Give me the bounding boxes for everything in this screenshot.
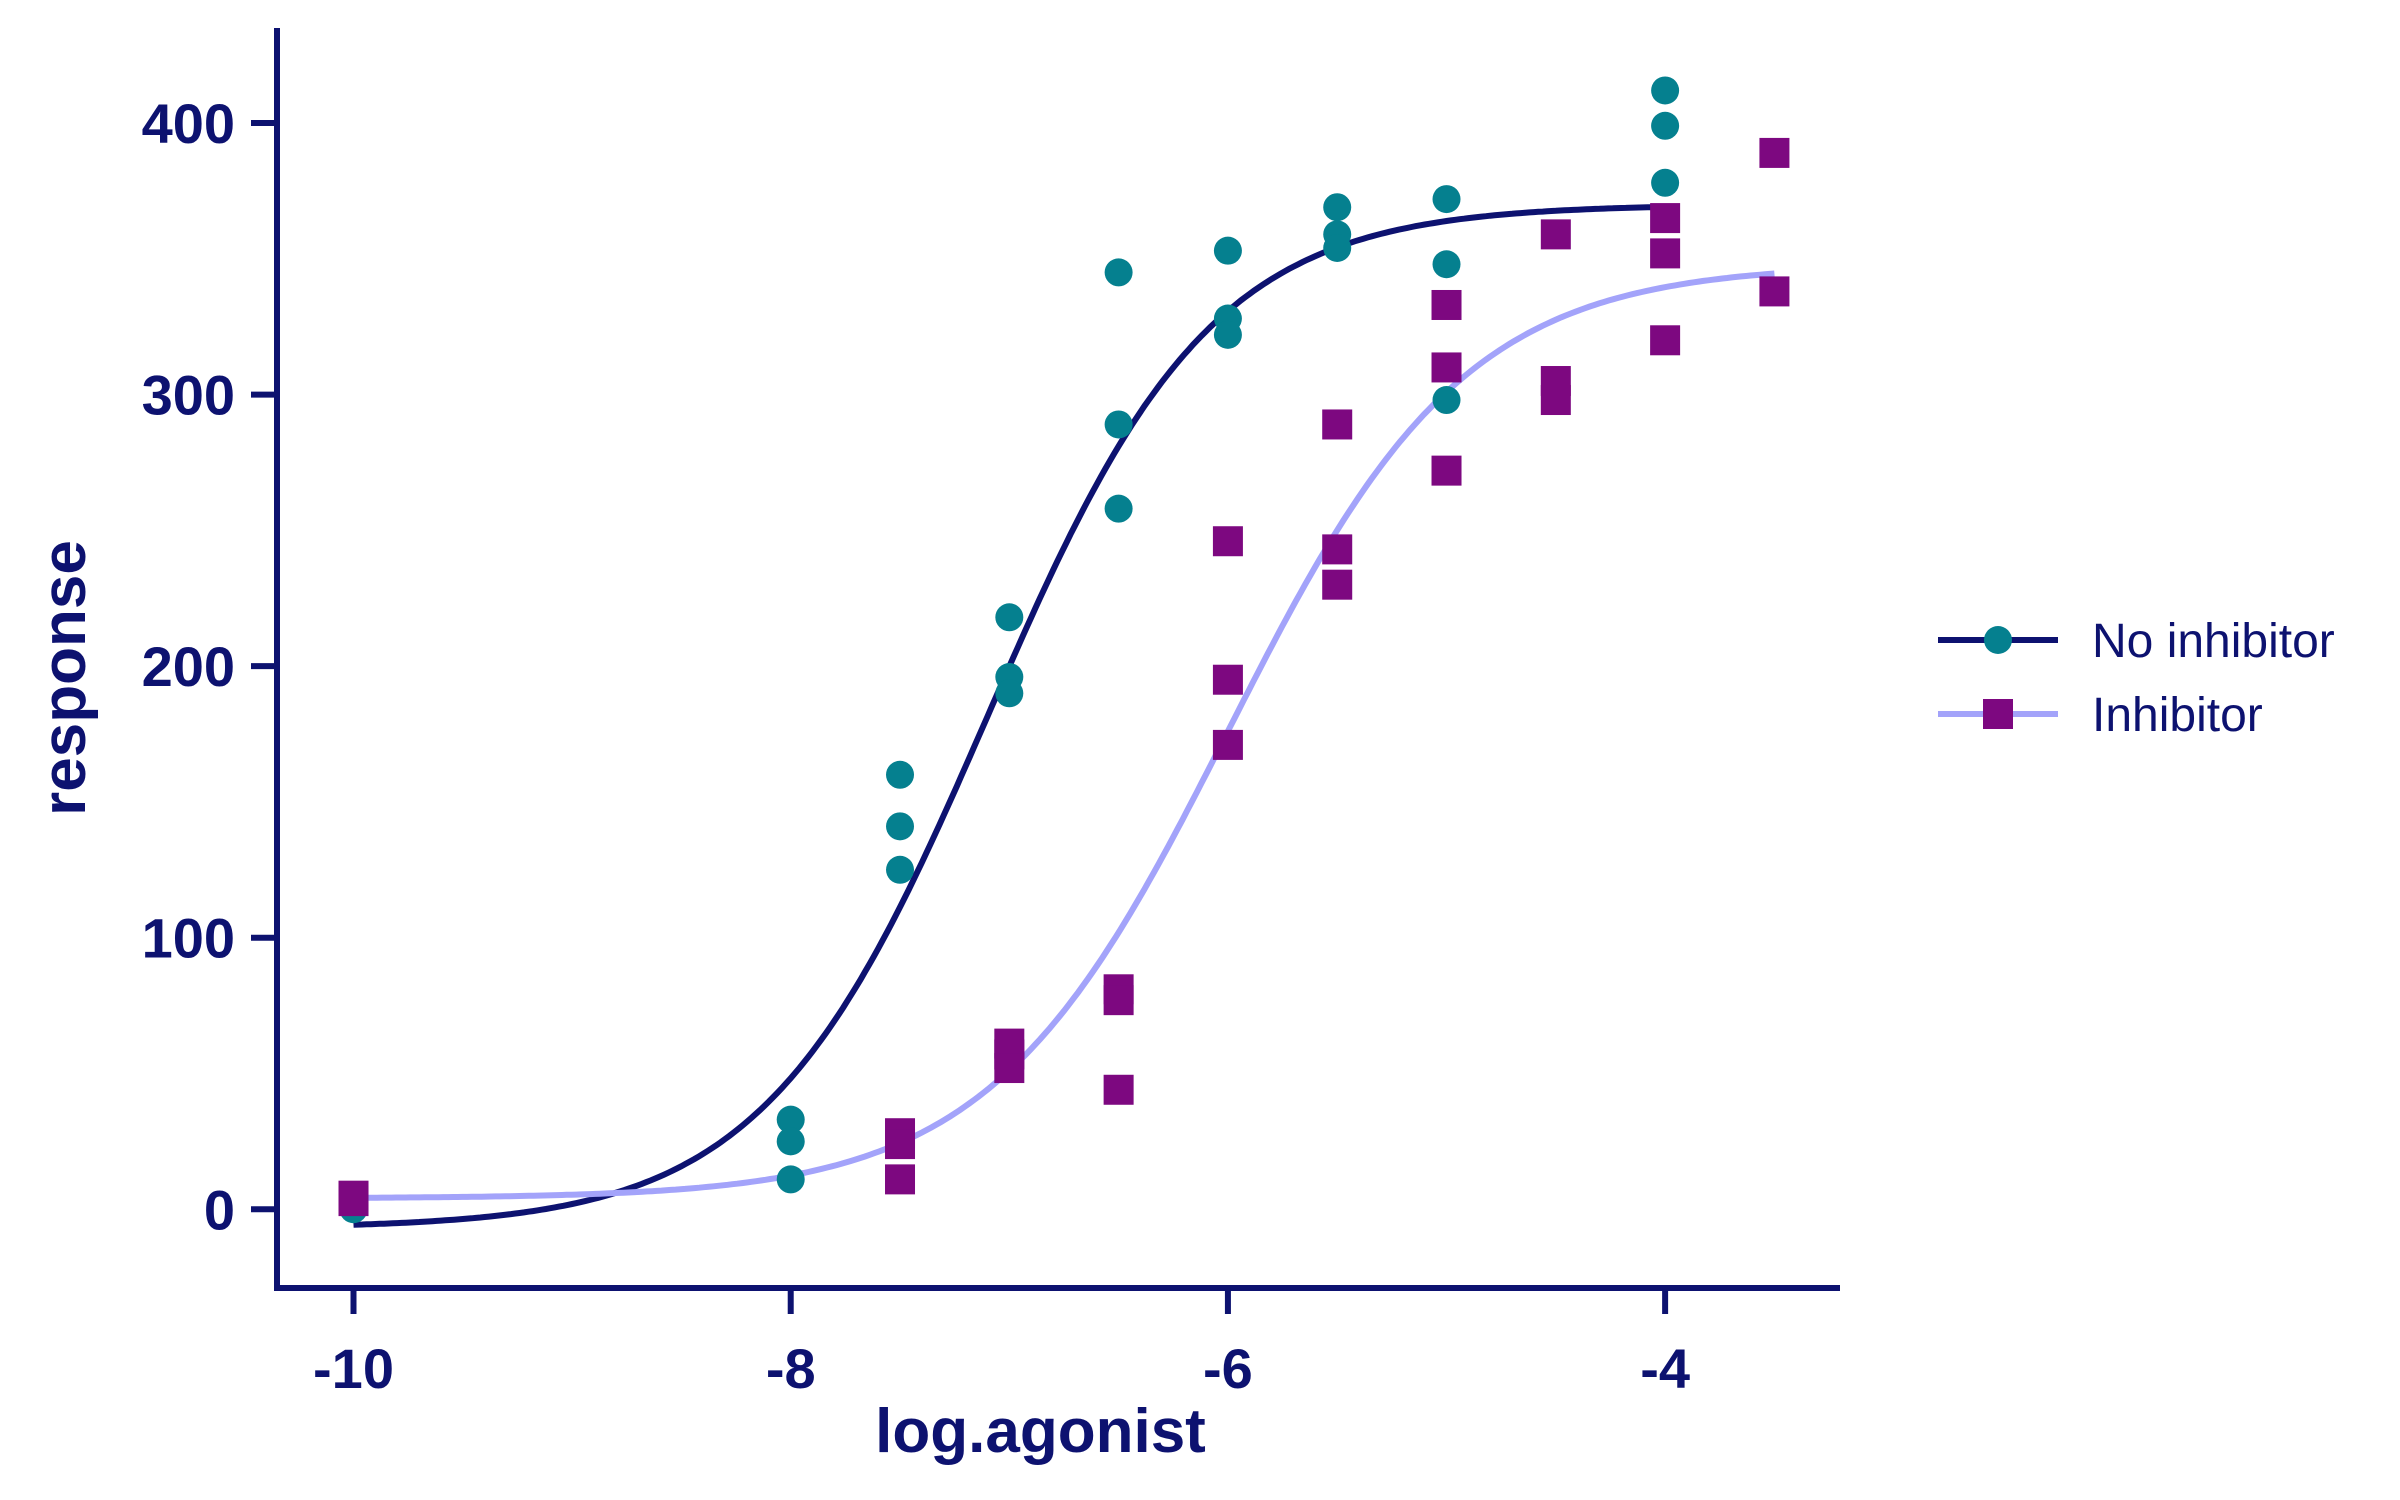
y-tick-label: 300 bbox=[142, 364, 235, 427]
data-point bbox=[885, 1129, 916, 1160]
data-point bbox=[994, 1053, 1025, 1084]
y-axis-title: response bbox=[30, 540, 99, 816]
data-point bbox=[1322, 534, 1353, 565]
data-point bbox=[1103, 1074, 1134, 1105]
data-point bbox=[1431, 352, 1462, 383]
data-point bbox=[1213, 320, 1242, 349]
data-point bbox=[1759, 276, 1790, 307]
data-point bbox=[1212, 526, 1243, 557]
legend-marker bbox=[1983, 699, 2013, 729]
data-point bbox=[1323, 233, 1352, 262]
data-point bbox=[995, 679, 1024, 708]
y-tick-label: 400 bbox=[142, 92, 235, 155]
data-points bbox=[338, 76, 1790, 1224]
y-tick-label: 100 bbox=[142, 907, 235, 970]
data-point bbox=[1103, 985, 1134, 1016]
data-point bbox=[1104, 494, 1133, 523]
y-tick-label: 200 bbox=[142, 635, 235, 698]
data-point bbox=[338, 1186, 369, 1217]
fit-curve-inhibitor bbox=[353, 270, 1775, 1201]
data-point bbox=[1540, 219, 1571, 250]
data-point bbox=[1651, 76, 1680, 105]
fit-curves bbox=[353, 203, 1775, 1228]
legend-label: No inhibitor bbox=[2092, 615, 2335, 668]
data-point bbox=[1104, 258, 1133, 287]
data-point bbox=[1212, 664, 1243, 695]
data-point bbox=[886, 855, 915, 884]
x-tick-label: -4 bbox=[1640, 1337, 1690, 1400]
data-point bbox=[1651, 168, 1680, 197]
data-point bbox=[886, 760, 915, 789]
legend: No inhibitor Inhibitor bbox=[1938, 615, 2335, 742]
y-tick-label: 0 bbox=[204, 1178, 235, 1241]
data-point bbox=[1431, 455, 1462, 486]
y-ticks: 0 100 200 300 400 bbox=[142, 92, 277, 1241]
data-point bbox=[1323, 193, 1352, 222]
x-tick-label: -10 bbox=[313, 1337, 394, 1400]
data-point bbox=[776, 1127, 805, 1156]
data-point bbox=[1650, 325, 1681, 356]
x-tick-label: -6 bbox=[1203, 1337, 1253, 1400]
data-point bbox=[886, 812, 915, 841]
data-point bbox=[1650, 238, 1681, 269]
data-point bbox=[776, 1165, 805, 1194]
data-point bbox=[885, 1164, 916, 1195]
data-point bbox=[1322, 409, 1353, 440]
data-point bbox=[1650, 203, 1681, 234]
x-axis-title: log.agonist bbox=[875, 1397, 1206, 1466]
data-point bbox=[1651, 111, 1680, 140]
data-point bbox=[1212, 729, 1243, 760]
legend-marker bbox=[1984, 626, 2012, 654]
axes: 0 100 200 300 400 -10 -8 -6 -4 bbox=[142, 28, 1840, 1400]
data-point bbox=[1759, 137, 1790, 168]
data-point bbox=[1431, 289, 1462, 320]
data-point bbox=[776, 1105, 805, 1134]
data-point bbox=[1104, 410, 1133, 439]
x-tick-label: -8 bbox=[766, 1337, 816, 1400]
data-point bbox=[1322, 569, 1353, 600]
data-point bbox=[1432, 386, 1461, 415]
data-point bbox=[995, 603, 1024, 632]
data-point bbox=[1213, 236, 1242, 265]
data-point bbox=[1432, 185, 1461, 214]
x-ticks: -10 -8 -6 -4 bbox=[313, 1288, 1690, 1400]
legend-label: Inhibitor bbox=[2092, 689, 2263, 742]
data-point bbox=[1540, 385, 1571, 416]
data-point bbox=[1432, 250, 1461, 279]
